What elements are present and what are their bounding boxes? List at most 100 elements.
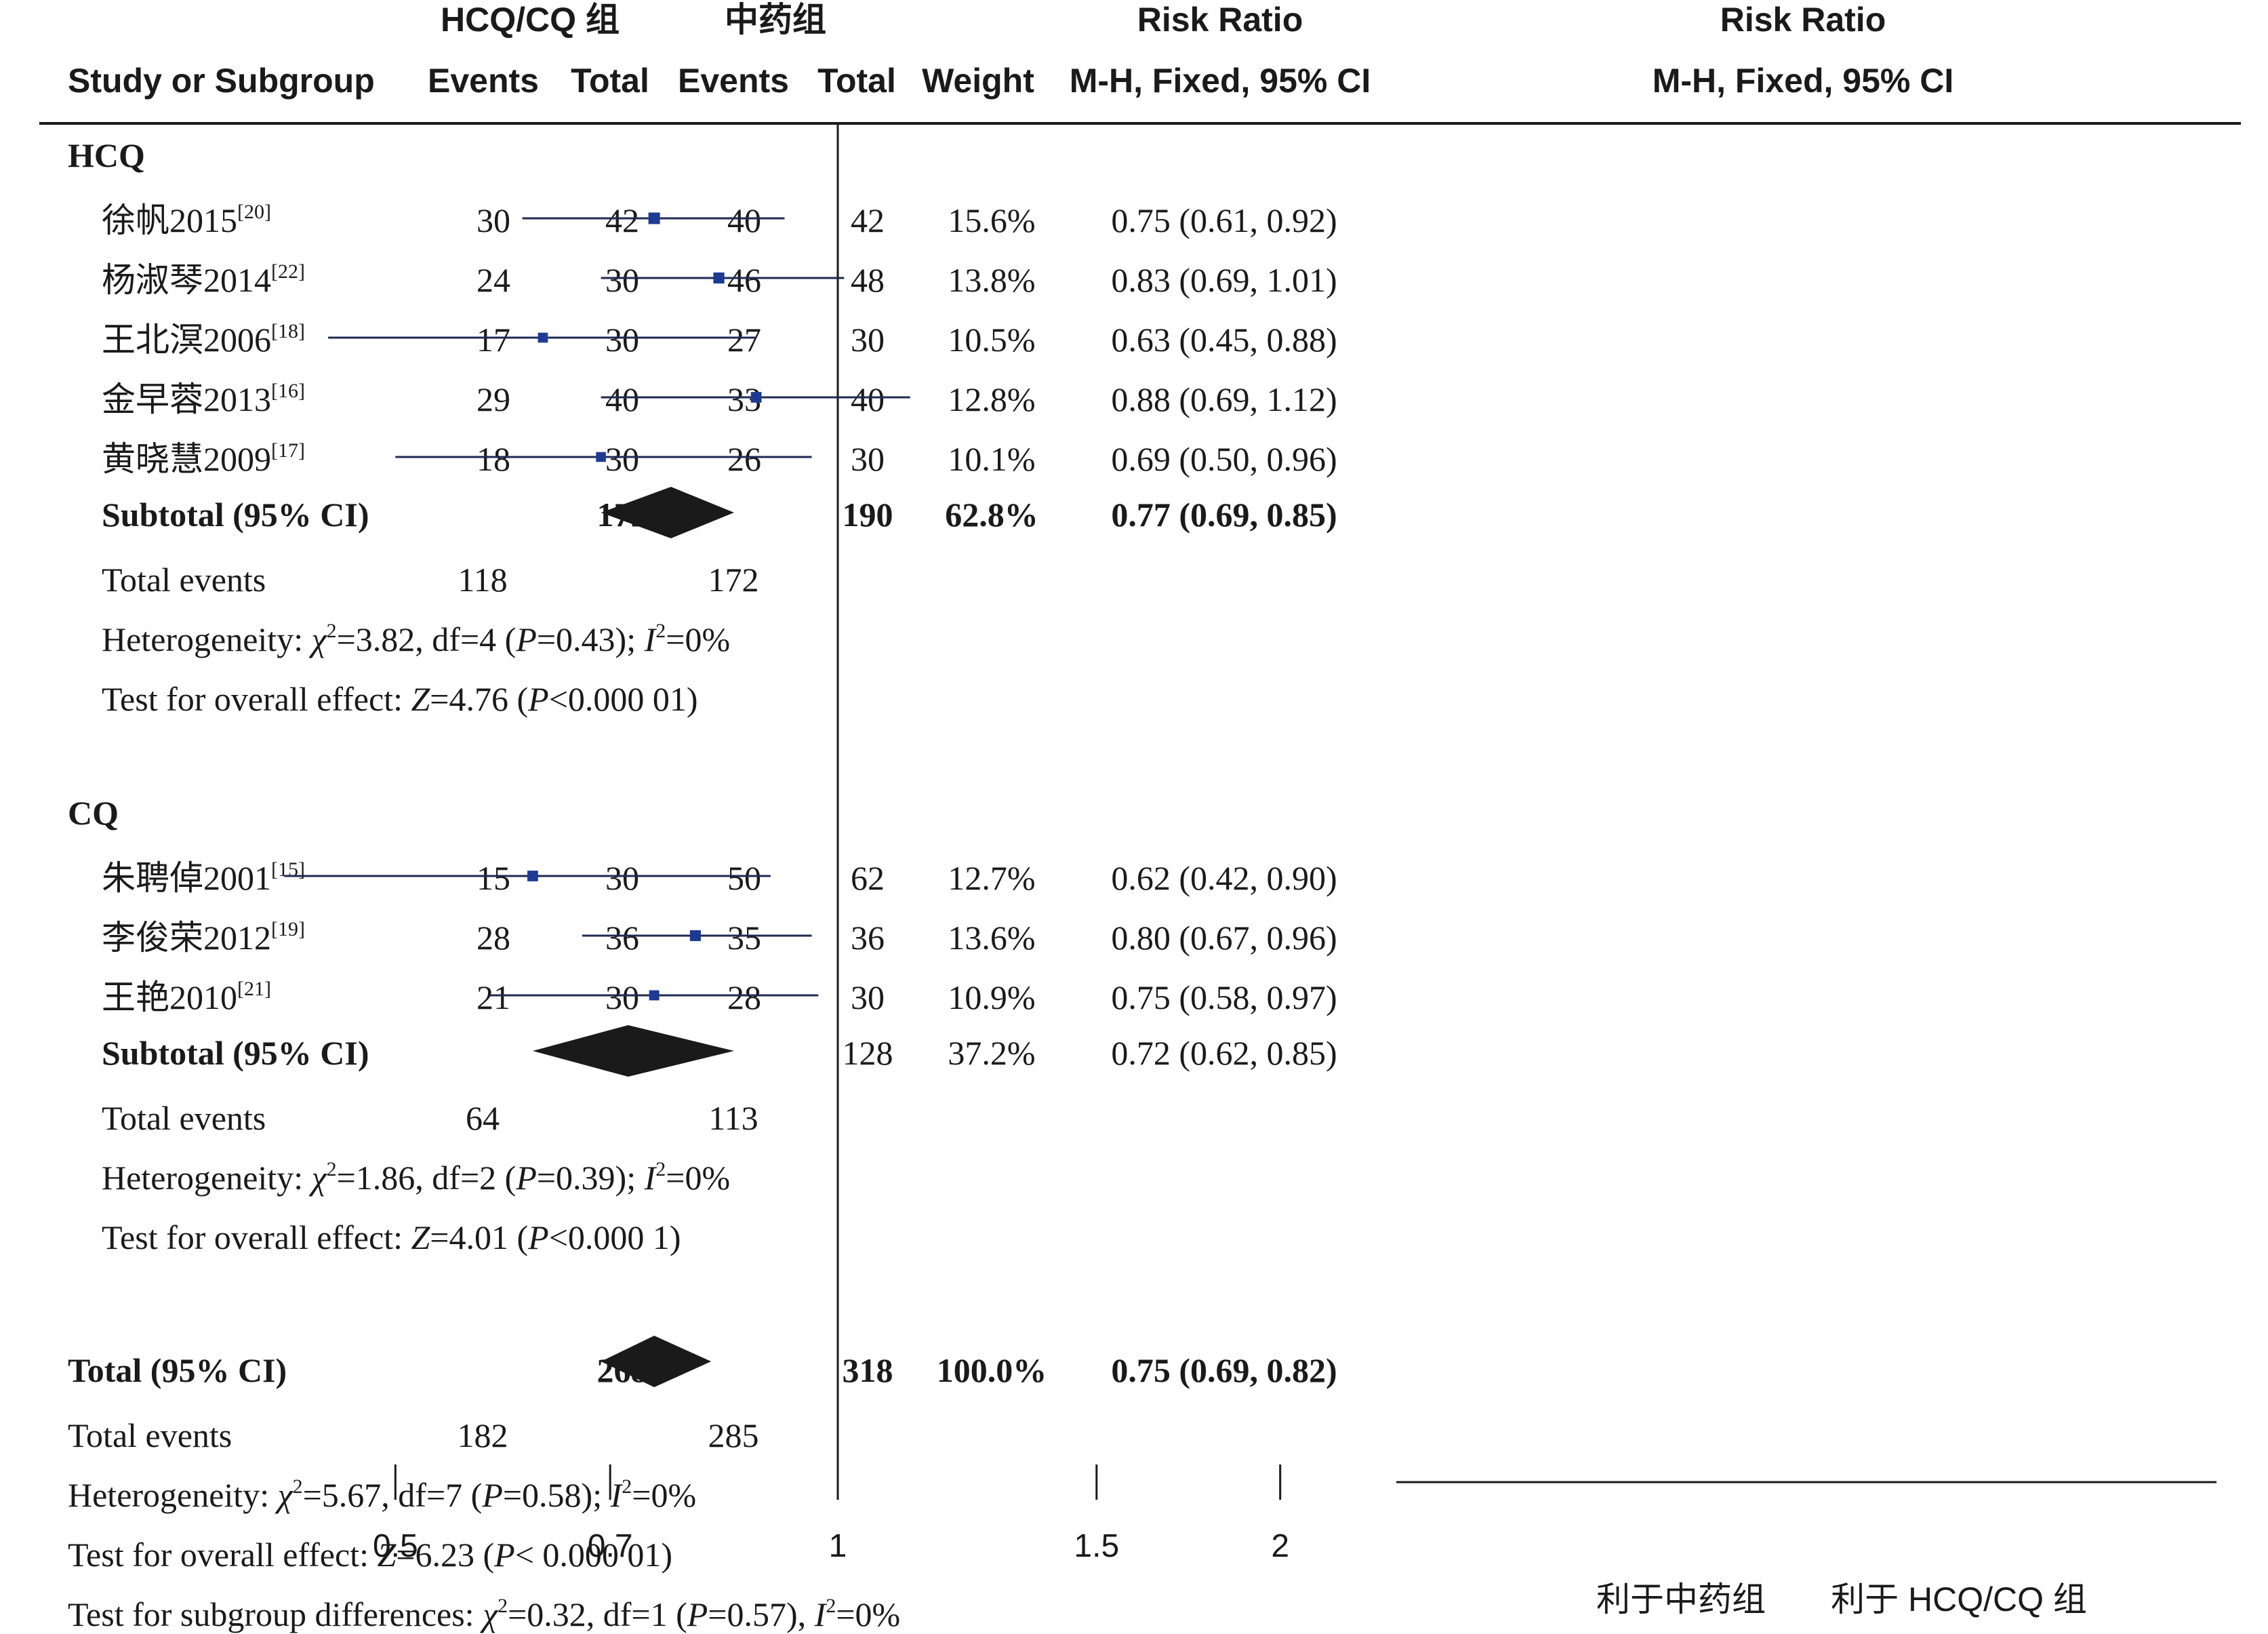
heterogeneity-test-chi: χ [309,1159,328,1197]
subtotal-weight: 62.8% [945,496,1038,534]
x-tick-label: 1 [829,1528,847,1564]
study-citation: [21] [237,978,271,1000]
grand-overall-effect-test-z: Z [377,1536,397,1574]
grand-overall-effect-test-p: P [493,1536,515,1574]
header-events-1: Events [428,62,539,100]
total-events-label: Total events [102,1099,266,1137]
pooled-diamond [532,1025,734,1077]
study-total-1: 30 [605,440,639,478]
heterogeneity-test-i-sup: 2 [655,620,666,642]
header-weight: Weight [922,62,1034,100]
study-weight: 10.1% [948,440,1035,478]
subtotal-label: Subtotal (95% CI) [102,496,369,534]
x-tick-label: 0.5 [373,1528,418,1564]
grand-events-2: 285 [708,1416,759,1454]
study-total-1: 42 [605,201,639,239]
subgroup-difference-test-i: I [814,1595,828,1633]
heterogeneity-test-chi-val: =1.86, df=2 ( [337,1159,517,1197]
overall-effect-test-p-val: <0.000 01) [549,680,698,718]
study-ci: 0.75 (0.58, 0.97) [1111,978,1337,1016]
study-total-1: 30 [605,859,639,897]
header-method-1: M-H, Fixed, 95% CI [1070,62,1371,100]
study-events-2: 27 [727,321,761,359]
study-name: 王北溟2006[18] [102,320,305,359]
study-total-2: 48 [851,261,885,299]
grand-overall-effect-test: Test for overall effect: Z=6.23 (P< 0.00… [68,1536,672,1574]
overall-effect-test-prefix: Test for overall effect: [102,1218,411,1256]
study-name: 徐帆2015[20] [102,201,271,239]
study-name-text: 杨淑琴2014 [102,261,271,299]
study-events-1: 24 [477,261,510,299]
study-weight: 12.8% [948,380,1035,418]
heterogeneity-test-p-val: =0.39); [537,1159,645,1197]
grand-heterogeneity-test-prefix: Heterogeneity: [68,1476,278,1514]
total-weight: 100.0% [937,1351,1047,1389]
heterogeneity-test-p: P [515,620,537,658]
heterogeneity-test: Heterogeneity: χ2=3.82, df=4 (P=0.43); I… [102,620,730,658]
study-total-1: 30 [605,261,639,299]
heterogeneity-test-prefix: Heterogeneity: [102,620,312,658]
study-events-2: 26 [727,440,761,478]
study-events-2: 35 [727,919,761,957]
study-name: 王艳2010[21] [102,978,271,1016]
overall-effect-test-p: P [527,1218,549,1256]
study-total-1: 30 [605,321,639,359]
study-ci: 0.80 (0.67, 0.96) [1111,919,1337,957]
x-tick-label: 1.5 [1074,1528,1119,1564]
study-total-1: 40 [605,380,639,418]
study-citation: [18] [271,320,305,342]
study-events-2: 46 [727,261,761,299]
subtotal-total-2: 128 [843,1034,893,1072]
total-events-1: 118 [458,561,507,599]
study-point-marker [689,930,701,942]
study-events-2: 40 [727,201,761,239]
study-total-2: 36 [851,919,885,957]
study-name-text: 金早蓉2013 [102,380,271,418]
total-events-2: 172 [708,561,759,599]
total-ci: 0.75 (0.69, 0.82) [1111,1351,1337,1389]
overall-effect-test: Test for overall effect: Z=4.01 (P<0.000… [102,1218,681,1256]
grand-heterogeneity-test-chi-sup: 2 [293,1475,303,1498]
x-tick-label: 2 [1271,1528,1289,1564]
study-name-text: 黄晓慧2009 [102,440,271,478]
grand-events-label: Total events [68,1416,232,1454]
study-weight: 15.6% [948,201,1035,239]
study-point-marker [527,871,538,881]
header-total-2: Total [817,62,896,100]
grand-heterogeneity-test: Heterogeneity: χ2=5.67, df=7 (P=0.58); I… [68,1475,696,1514]
subtotal-ci: 0.77 (0.69, 0.85) [1111,496,1337,534]
study-ci: 0.62 (0.42, 0.90) [1111,859,1337,897]
study-ci: 0.69 (0.50, 0.96) [1111,440,1337,478]
study-events-2: 50 [727,859,761,897]
header-group1: HCQ/CQ 组 [441,1,620,39]
heterogeneity-test-p: P [515,1159,537,1197]
total-label: Total (95% CI) [68,1351,287,1389]
study-total-1: 30 [605,978,639,1016]
overall-effect-test-p-val: <0.000 1) [549,1218,681,1256]
table-rows: HCQ 徐帆2015[20] 30 42 40 42 15.6% 0.75 (0.61, 0.… [68,136,1337,1633]
heterogeneity-test-i-sup: 2 [655,1158,666,1180]
study-name-text: 王艳2010 [102,978,237,1016]
subgroup-difference-test-prefix: Test for subgroup differences: [68,1595,483,1633]
study-total-1: 36 [605,919,639,957]
study-weight: 13.8% [948,261,1035,299]
study-total-2: 30 [851,978,885,1016]
overall-effect-test-z-val: =4.01 ( [430,1218,528,1256]
heterogeneity-test-p-val: =0.43); [537,620,645,658]
grand-heterogeneity-test-p-val: =0.58); [503,1476,611,1514]
study-events-2: 28 [727,978,761,1016]
study-name: 黄晓慧2009[17] [102,439,305,478]
header-group2: 中药组 [725,1,826,39]
study-ci: 0.75 (0.61, 0.92) [1111,201,1337,239]
plot-area: 0.5 0.7 1 1.5 2 利于中药组 利于 HCQ/CQ 组 [284,123,2216,1618]
study-point-marker [649,990,660,1001]
grand-events-1: 182 [458,1416,508,1454]
subgroup-difference-test: Test for subgroup differences: χ2=0.32, … [68,1595,900,1633]
study-citation: [19] [271,918,305,940]
heterogeneity-test-chi-sup: 2 [327,620,337,642]
study-events-1: 18 [477,440,510,478]
study-weight: 12.7% [948,859,1035,897]
column-headers: HCQ/CQ 组 中药组 Risk Ratio Risk Ratio Study… [68,1,1953,100]
study-total-2: 30 [851,321,885,359]
header-events-2: Events [678,62,789,100]
